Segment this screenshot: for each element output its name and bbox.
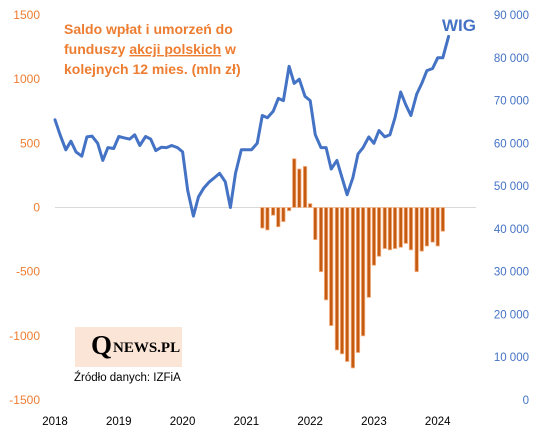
left-tick-label: 500 <box>20 136 40 150</box>
right-tick-label: 0 <box>523 395 529 407</box>
bar <box>271 207 276 216</box>
bar <box>371 207 377 266</box>
wig-series-label: WIG <box>442 16 476 35</box>
x-tick-label: 2019 <box>106 416 132 428</box>
bar <box>318 207 324 273</box>
right-tick-label: 80 000 <box>494 53 529 65</box>
bar <box>376 207 382 257</box>
bar <box>408 207 414 251</box>
bar <box>414 207 419 273</box>
bar <box>360 207 366 337</box>
bar <box>265 207 270 231</box>
bar <box>403 207 408 244</box>
title-line-2-post: w <box>221 41 236 57</box>
right-tick-label: 50 000 <box>494 181 529 193</box>
bar-series <box>260 158 445 369</box>
bar <box>387 207 392 251</box>
bar <box>392 207 398 249</box>
bar <box>308 203 313 208</box>
bar <box>287 207 292 212</box>
source-note: Źródło danych: IZFiA <box>74 372 181 384</box>
right-axis: 90 000 80 000 70 000 60 000 50 000 40 000 30 0… <box>494 10 529 407</box>
bar <box>334 207 340 351</box>
bar <box>297 168 302 208</box>
bar <box>281 207 286 223</box>
bar <box>398 207 403 248</box>
right-tick-label: 40 000 <box>494 224 529 236</box>
bar <box>323 207 329 301</box>
x-tick-label: 2023 <box>361 416 387 428</box>
x-tick-label: 2022 <box>297 416 323 428</box>
left-tick-label: -1000 <box>9 329 40 343</box>
left-tick-label: 0 <box>33 201 40 215</box>
bar <box>276 207 281 228</box>
left-tick-label: -500 <box>16 265 40 279</box>
right-tick-label: 20 000 <box>494 309 529 321</box>
bar <box>350 207 355 369</box>
bar <box>313 207 318 240</box>
x-tick-label: 2021 <box>234 416 260 428</box>
title-line-1: Saldo wpłat i umorzeń do <box>64 21 233 37</box>
bar <box>435 207 440 247</box>
right-tick-label: 70 000 <box>494 96 529 108</box>
bar <box>419 207 424 252</box>
left-tick-label: 1500 <box>13 8 40 22</box>
right-tick-label: 60 000 <box>494 138 529 150</box>
bar <box>329 207 334 326</box>
bar <box>345 207 350 362</box>
bar <box>292 158 297 208</box>
bar <box>366 207 371 298</box>
x-tick-label: 2018 <box>42 416 68 428</box>
right-tick-label: 30 000 <box>494 267 529 279</box>
left-tick-label: 1000 <box>13 72 40 86</box>
right-tick-label: 90 000 <box>494 10 529 22</box>
title-line-2: funduszy akcji polskich w <box>64 41 236 57</box>
bar <box>302 166 308 208</box>
bar <box>355 207 361 353</box>
qnews-logo: Q NEWS.PL <box>75 327 182 367</box>
logo-q: Q <box>91 330 112 360</box>
x-tick-label: 2024 <box>425 416 451 428</box>
bar <box>440 207 445 232</box>
bar <box>382 207 387 249</box>
bar <box>260 207 265 229</box>
title-line-2-pre: funduszy <box>64 41 129 57</box>
left-tick-label: -1500 <box>9 393 40 407</box>
wig-line <box>53 34 451 218</box>
x-axis: 2018 2019 2020 2021 2022 2023 2024 <box>42 416 451 428</box>
bar <box>424 207 429 247</box>
title-line-3: kolejnych 12 mies. (mln zł) <box>64 61 241 77</box>
title-line-2-underlined: akcji polskich <box>129 41 221 57</box>
logo-text: NEWS.PL <box>113 340 181 356</box>
bar <box>339 207 345 355</box>
chart-title: Saldo wpłat i umorzeń do funduszy akcji … <box>64 21 241 77</box>
right-tick-label: 10 000 <box>494 352 529 364</box>
x-tick-label: 2020 <box>170 416 196 428</box>
bar <box>430 207 435 243</box>
left-axis: 1500 1000 500 0 -500 -1000 -1500 <box>9 8 40 407</box>
